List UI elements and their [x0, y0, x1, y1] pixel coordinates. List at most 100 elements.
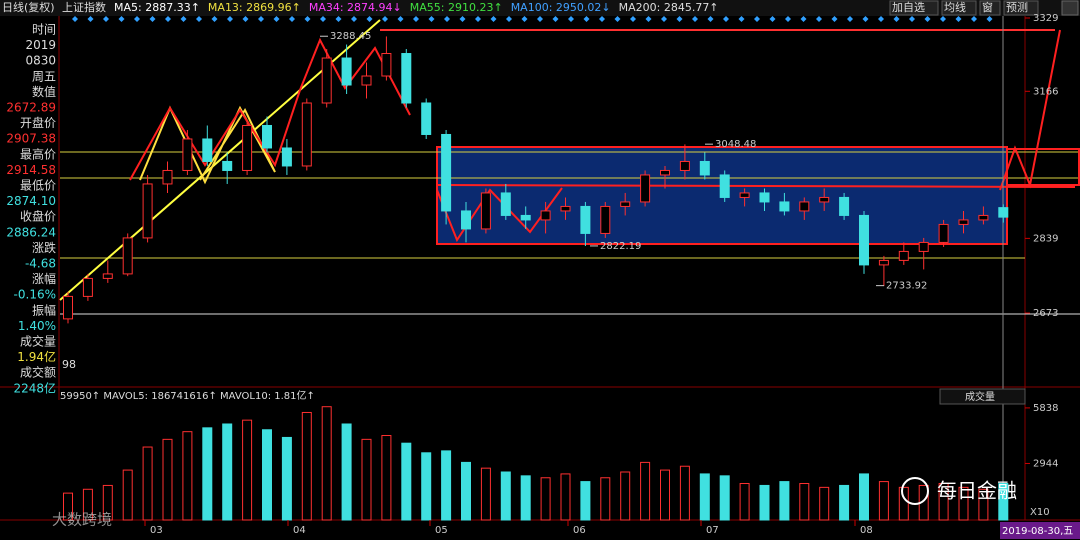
- candle-body: [918, 241, 929, 252]
- signal-marker: [568, 16, 574, 22]
- candle-body: [301, 102, 312, 167]
- signal-marker: [707, 16, 714, 22]
- volume-bar: [341, 423, 352, 521]
- close-button: [1061, 0, 1079, 16]
- sidebar-item: 最高价: [20, 146, 56, 161]
- candle-body: [859, 214, 869, 266]
- signal-marker: [955, 16, 962, 22]
- sidebar-item: 2248亿: [13, 380, 56, 395]
- volume-unit: X10: [1030, 507, 1050, 518]
- candle-body: [699, 160, 710, 176]
- signal-marker: [723, 16, 729, 22]
- x-tick-label: 06: [573, 525, 586, 536]
- candle-body: [998, 207, 1009, 218]
- volume-bar: [321, 406, 332, 521]
- x-tick-label: 04: [293, 525, 306, 536]
- signal-marker: [800, 16, 807, 22]
- volume-bar: [898, 486, 909, 521]
- annotation-label: 2822.19: [600, 241, 641, 252]
- signal-marker: [599, 16, 605, 22]
- header-button-label[interactable]: 窗: [982, 0, 993, 14]
- volume-bar: [540, 477, 551, 521]
- volume-header: 59950↑ MAVOL5: 186741616↑ MAVOL10: 1.81亿…: [60, 389, 315, 402]
- candle-body: [421, 102, 432, 135]
- candle-body: [341, 57, 352, 86]
- header-button: [889, 0, 939, 16]
- candle-body: [441, 133, 452, 212]
- signal-marker: [475, 16, 481, 22]
- candle-body: [878, 259, 889, 266]
- signal-marker: [103, 16, 109, 22]
- signal-marker: [692, 16, 698, 22]
- candle-body: [660, 169, 670, 176]
- candle-body: [799, 201, 810, 212]
- volume-bar: [938, 483, 949, 521]
- signal-marker: [986, 16, 993, 22]
- volume-bar: [978, 488, 989, 521]
- signal-marker: [909, 16, 915, 22]
- signal-marker: [335, 16, 342, 22]
- signal-marker: [537, 16, 543, 22]
- forecast-line: [999, 29, 1061, 191]
- volume-bar: [361, 438, 372, 521]
- signal-marker: [227, 16, 233, 22]
- candle-body: [142, 183, 153, 239]
- watermark: 大数跨境: [52, 511, 112, 529]
- y-tick-label: 2944: [1033, 458, 1058, 469]
- candle-body: [759, 192, 770, 203]
- signal-marker: [258, 16, 264, 22]
- ma-value: MA5: 2887.33↑: [114, 1, 200, 14]
- volume-bar: [142, 446, 153, 521]
- volume-bar: [719, 475, 730, 521]
- candle-body: [779, 201, 790, 212]
- signal-marker: [785, 16, 791, 22]
- signal-marker: [180, 16, 187, 22]
- header-button-label[interactable]: 均线: [944, 0, 966, 14]
- volume-bar: [63, 492, 73, 521]
- volume-bar: [679, 465, 690, 521]
- volume-bar: [202, 427, 213, 521]
- signal-marker: [87, 16, 94, 22]
- candle-body: [222, 160, 233, 171]
- signal-marker: [831, 16, 838, 22]
- volume-bar: [839, 484, 850, 521]
- signal-marker: [971, 16, 977, 22]
- candle-body: [580, 205, 591, 234]
- volume-selector-label[interactable]: 成交量: [965, 390, 995, 403]
- sidebar-item: 1.94亿: [17, 349, 56, 364]
- volume-bar: [441, 450, 452, 521]
- volume-bar: [660, 469, 670, 521]
- ma-value: MA34: 2874.94↓: [309, 1, 402, 14]
- sidebar-item: 2886.24: [6, 225, 56, 239]
- signal-marker: [924, 16, 931, 22]
- signal-marker: [459, 16, 466, 22]
- candle-body: [202, 138, 213, 162]
- ma-value: MA13: 2869.96↑: [208, 1, 301, 14]
- volume-bar: [779, 481, 790, 521]
- header-button-label[interactable]: 预测: [1006, 1, 1028, 14]
- header-bar: [0, 0, 1080, 16]
- sidebar-item: 2019: [25, 38, 56, 52]
- candle-body: [242, 124, 253, 171]
- volume-bar: [281, 436, 292, 521]
- header-button-label[interactable]: 加自选: [892, 1, 925, 14]
- sidebar-item: 时间: [32, 23, 56, 37]
- volume-bar: [600, 477, 611, 521]
- candle-body: [480, 192, 491, 230]
- candle-body: [978, 214, 989, 221]
- signal-marker: [552, 16, 559, 22]
- sidebar-item: 开盘价: [20, 115, 56, 130]
- signal-marker: [211, 16, 218, 22]
- signal-marker: [676, 16, 683, 22]
- signal-marker: [149, 16, 156, 22]
- volume-bar: [301, 411, 312, 521]
- sidebar-item: 涨跌: [32, 240, 56, 255]
- signal-marker: [816, 16, 822, 22]
- sidebar-item: 1.40%: [18, 319, 56, 333]
- volume-bar: [859, 473, 869, 521]
- signal-marker: [769, 16, 776, 22]
- ma-value: MA200: 2845.77↑: [619, 1, 719, 14]
- x-tick-label: 08: [860, 525, 873, 536]
- volume-bar: [560, 473, 571, 521]
